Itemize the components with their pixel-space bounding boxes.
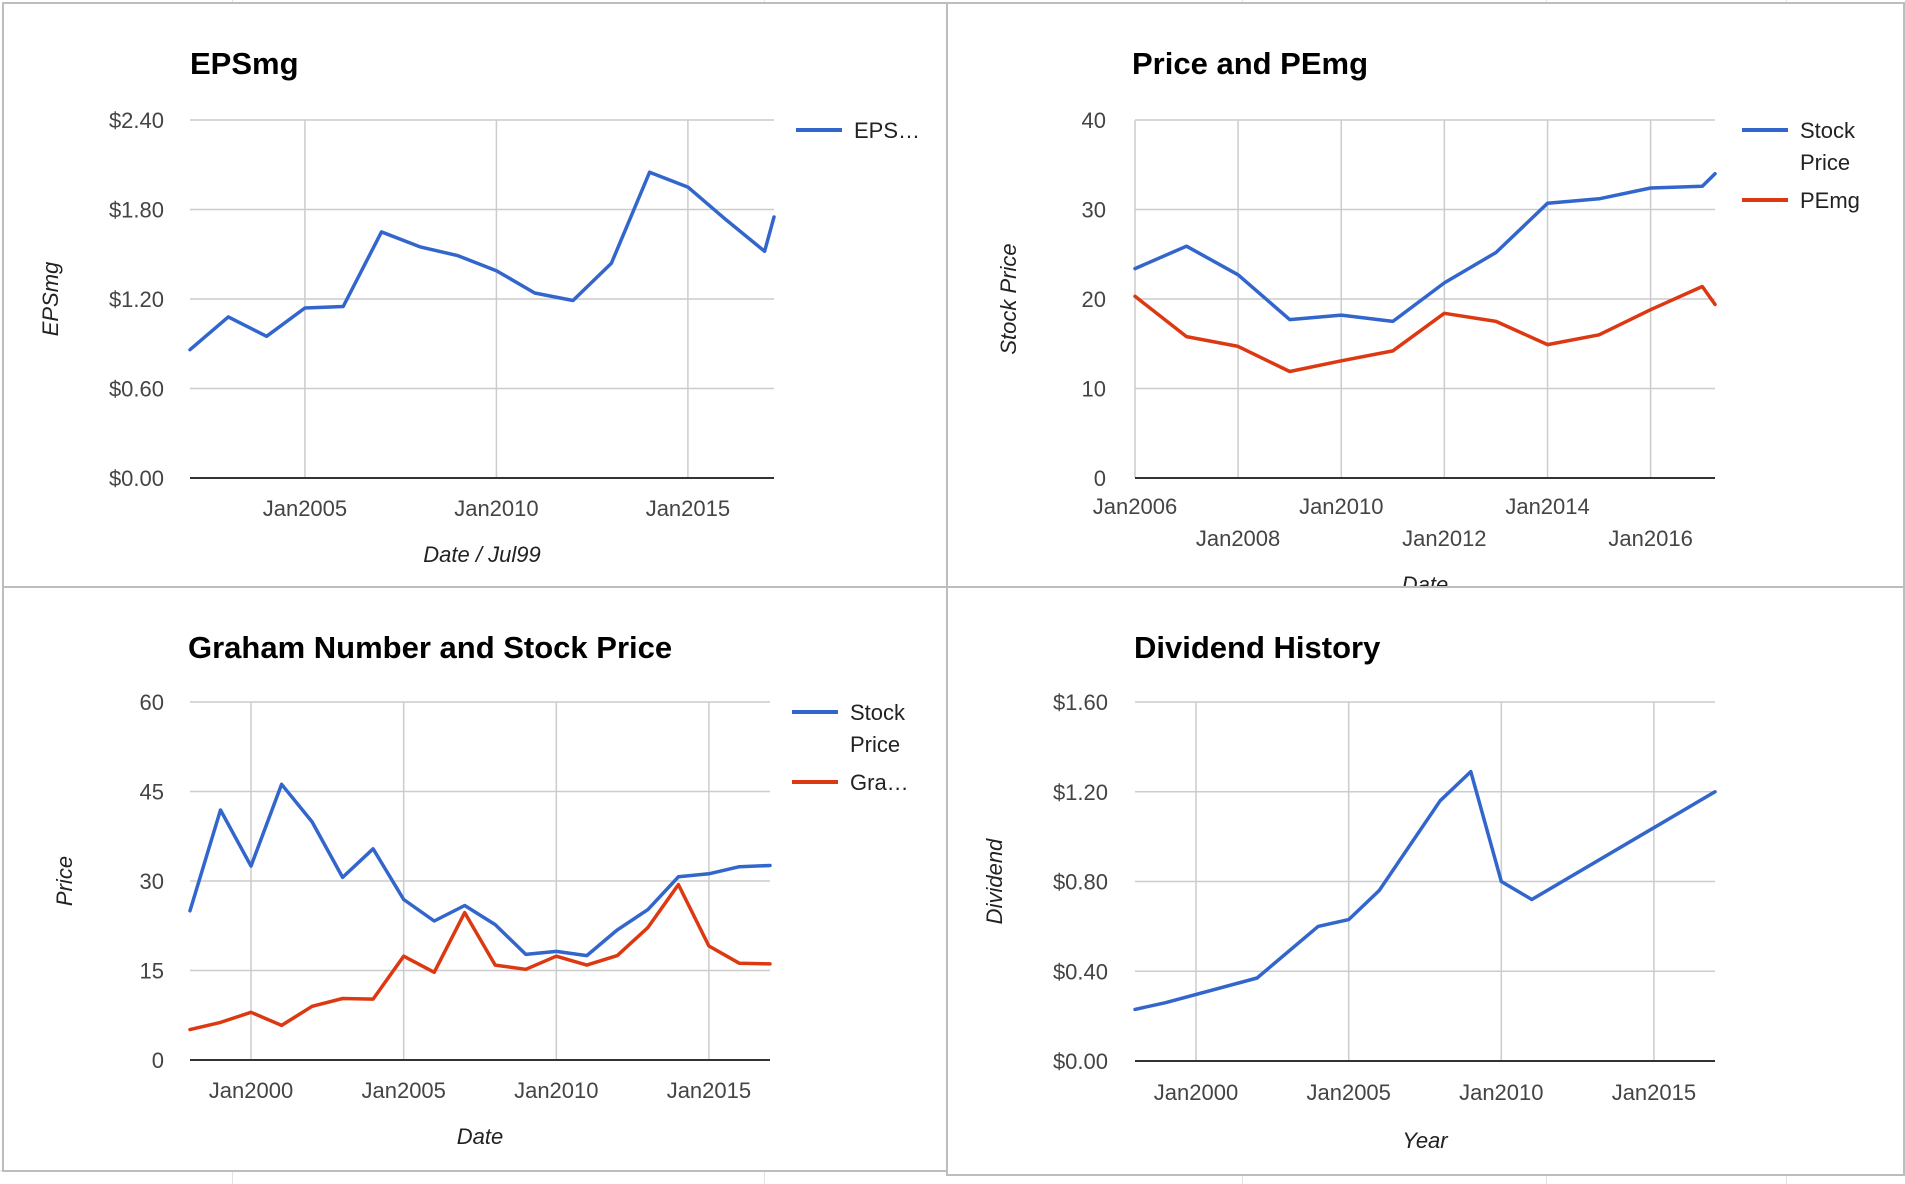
y-tick-label: 0: [1094, 466, 1106, 491]
x-tick-label: Jan2006: [1093, 494, 1177, 519]
y-tick-label: 15: [140, 959, 164, 984]
x-tick-label: Jan2005: [1306, 1080, 1390, 1105]
x-tick-label: Jan2016: [1608, 526, 1692, 551]
x-tick-label: Jan2010: [1459, 1080, 1543, 1105]
series-line[interactable]: [1133, 284, 1717, 374]
x-tick-label: Jan2010: [454, 496, 538, 521]
x-axis-title: Date / Jul99: [423, 542, 540, 567]
y-axis-title: EPSmg: [38, 261, 63, 336]
legend-label: Stock: [850, 700, 906, 725]
x-axis-title: Date: [1402, 572, 1448, 588]
chart-panel-price-pemg[interactable]: Price and PEmg 0 10 20 30 40 Jan2006 Jan2008 Jan…: [946, 2, 1905, 588]
y-axis-title: Price: [52, 856, 77, 906]
chart-title: Dividend History: [1134, 630, 1381, 665]
y-tick-label: $0.60: [109, 377, 164, 402]
chart-title: EPSmg: [190, 46, 299, 81]
series-line[interactable]: [1133, 769, 1717, 1012]
y-tick-label: $0.80: [1053, 870, 1108, 895]
legend-label: Price: [850, 732, 900, 757]
chart-svg: Price and PEmg 0 10 20 30 40 Jan2006 Jan2008 Jan…: [996, 46, 1860, 588]
x-tick-label: Jan2015: [667, 1078, 751, 1103]
y-tick-label: 60: [140, 690, 164, 715]
y-tick-label: $1.20: [109, 287, 164, 312]
y-tick-label: $1.60: [1053, 690, 1108, 715]
y-tick-label: 45: [140, 780, 164, 805]
series-line[interactable]: [188, 782, 772, 958]
legend-label: Price: [1800, 150, 1850, 175]
x-tick-label: Jan2010: [514, 1078, 598, 1103]
y-tick-label: $0.00: [1053, 1049, 1108, 1074]
chart-svg: Graham Number and Stock Price 0 15 30 45 60 Ja…: [52, 630, 909, 1149]
y-tick-label: 20: [1082, 287, 1106, 312]
x-tick-label: Jan2015: [1612, 1080, 1696, 1105]
x-axis-title: Year: [1402, 1128, 1449, 1153]
chart-title: Price and PEmg: [1132, 46, 1368, 81]
y-tick-label: 10: [1082, 377, 1106, 402]
x-tick-label: Jan2000: [209, 1078, 293, 1103]
chart-panel-epsmg[interactable]: EPSmg $0.00 $0.60 $1.20 $1.80 $2.40 Jan2005 Jan…: [2, 2, 948, 588]
y-tick-label: $0.00: [109, 466, 164, 491]
x-tick-label: Jan2015: [646, 496, 730, 521]
x-tick-label: Jan2000: [1154, 1080, 1238, 1105]
x-tick-label: Jan2005: [263, 496, 347, 521]
x-tick-label: Jan2008: [1196, 526, 1280, 551]
chart-panel-dividend-history[interactable]: Dividend History $0.00 $0.40 $0.80 $1.20 $1.6…: [946, 586, 1905, 1176]
legend-label: Stock: [1800, 118, 1856, 143]
y-tick-label: 0: [152, 1048, 164, 1073]
chart-svg: EPSmg $0.00 $0.60 $1.20 $1.80 $2.40 Jan2005 Jan…: [38, 46, 920, 567]
x-tick-label: Jan2012: [1402, 526, 1486, 551]
chart-svg: Dividend History $0.00 $0.40 $0.80 $1.20 $1.6…: [982, 630, 1717, 1153]
series-line[interactable]: [188, 170, 776, 352]
legend-label: PEmg: [1800, 188, 1860, 213]
y-tick-label: 40: [1082, 108, 1106, 133]
x-tick-label: Jan2010: [1299, 494, 1383, 519]
y-tick-label: $2.40: [109, 108, 164, 133]
series-line[interactable]: [188, 882, 772, 1032]
y-tick-label: $1.20: [1053, 780, 1108, 805]
y-tick-label: $1.80: [109, 198, 164, 223]
chart-title: Graham Number and Stock Price: [188, 630, 672, 665]
y-axis-title: Dividend: [982, 838, 1007, 924]
x-tick-label: Jan2014: [1505, 494, 1589, 519]
y-tick-label: $0.40: [1053, 959, 1108, 984]
legend-label: EPS…: [854, 118, 920, 143]
chart-panel-graham-number[interactable]: Graham Number and Stock Price 0 15 30 45 60 Ja…: [2, 586, 948, 1172]
series-line[interactable]: [1133, 171, 1717, 324]
legend-label: Gra…: [850, 770, 909, 795]
y-tick-label: 30: [140, 869, 164, 894]
x-axis-title: Date: [457, 1124, 503, 1149]
y-tick-label: 30: [1082, 198, 1106, 223]
y-axis-title: Stock Price: [996, 243, 1021, 354]
x-tick-label: Jan2005: [361, 1078, 445, 1103]
